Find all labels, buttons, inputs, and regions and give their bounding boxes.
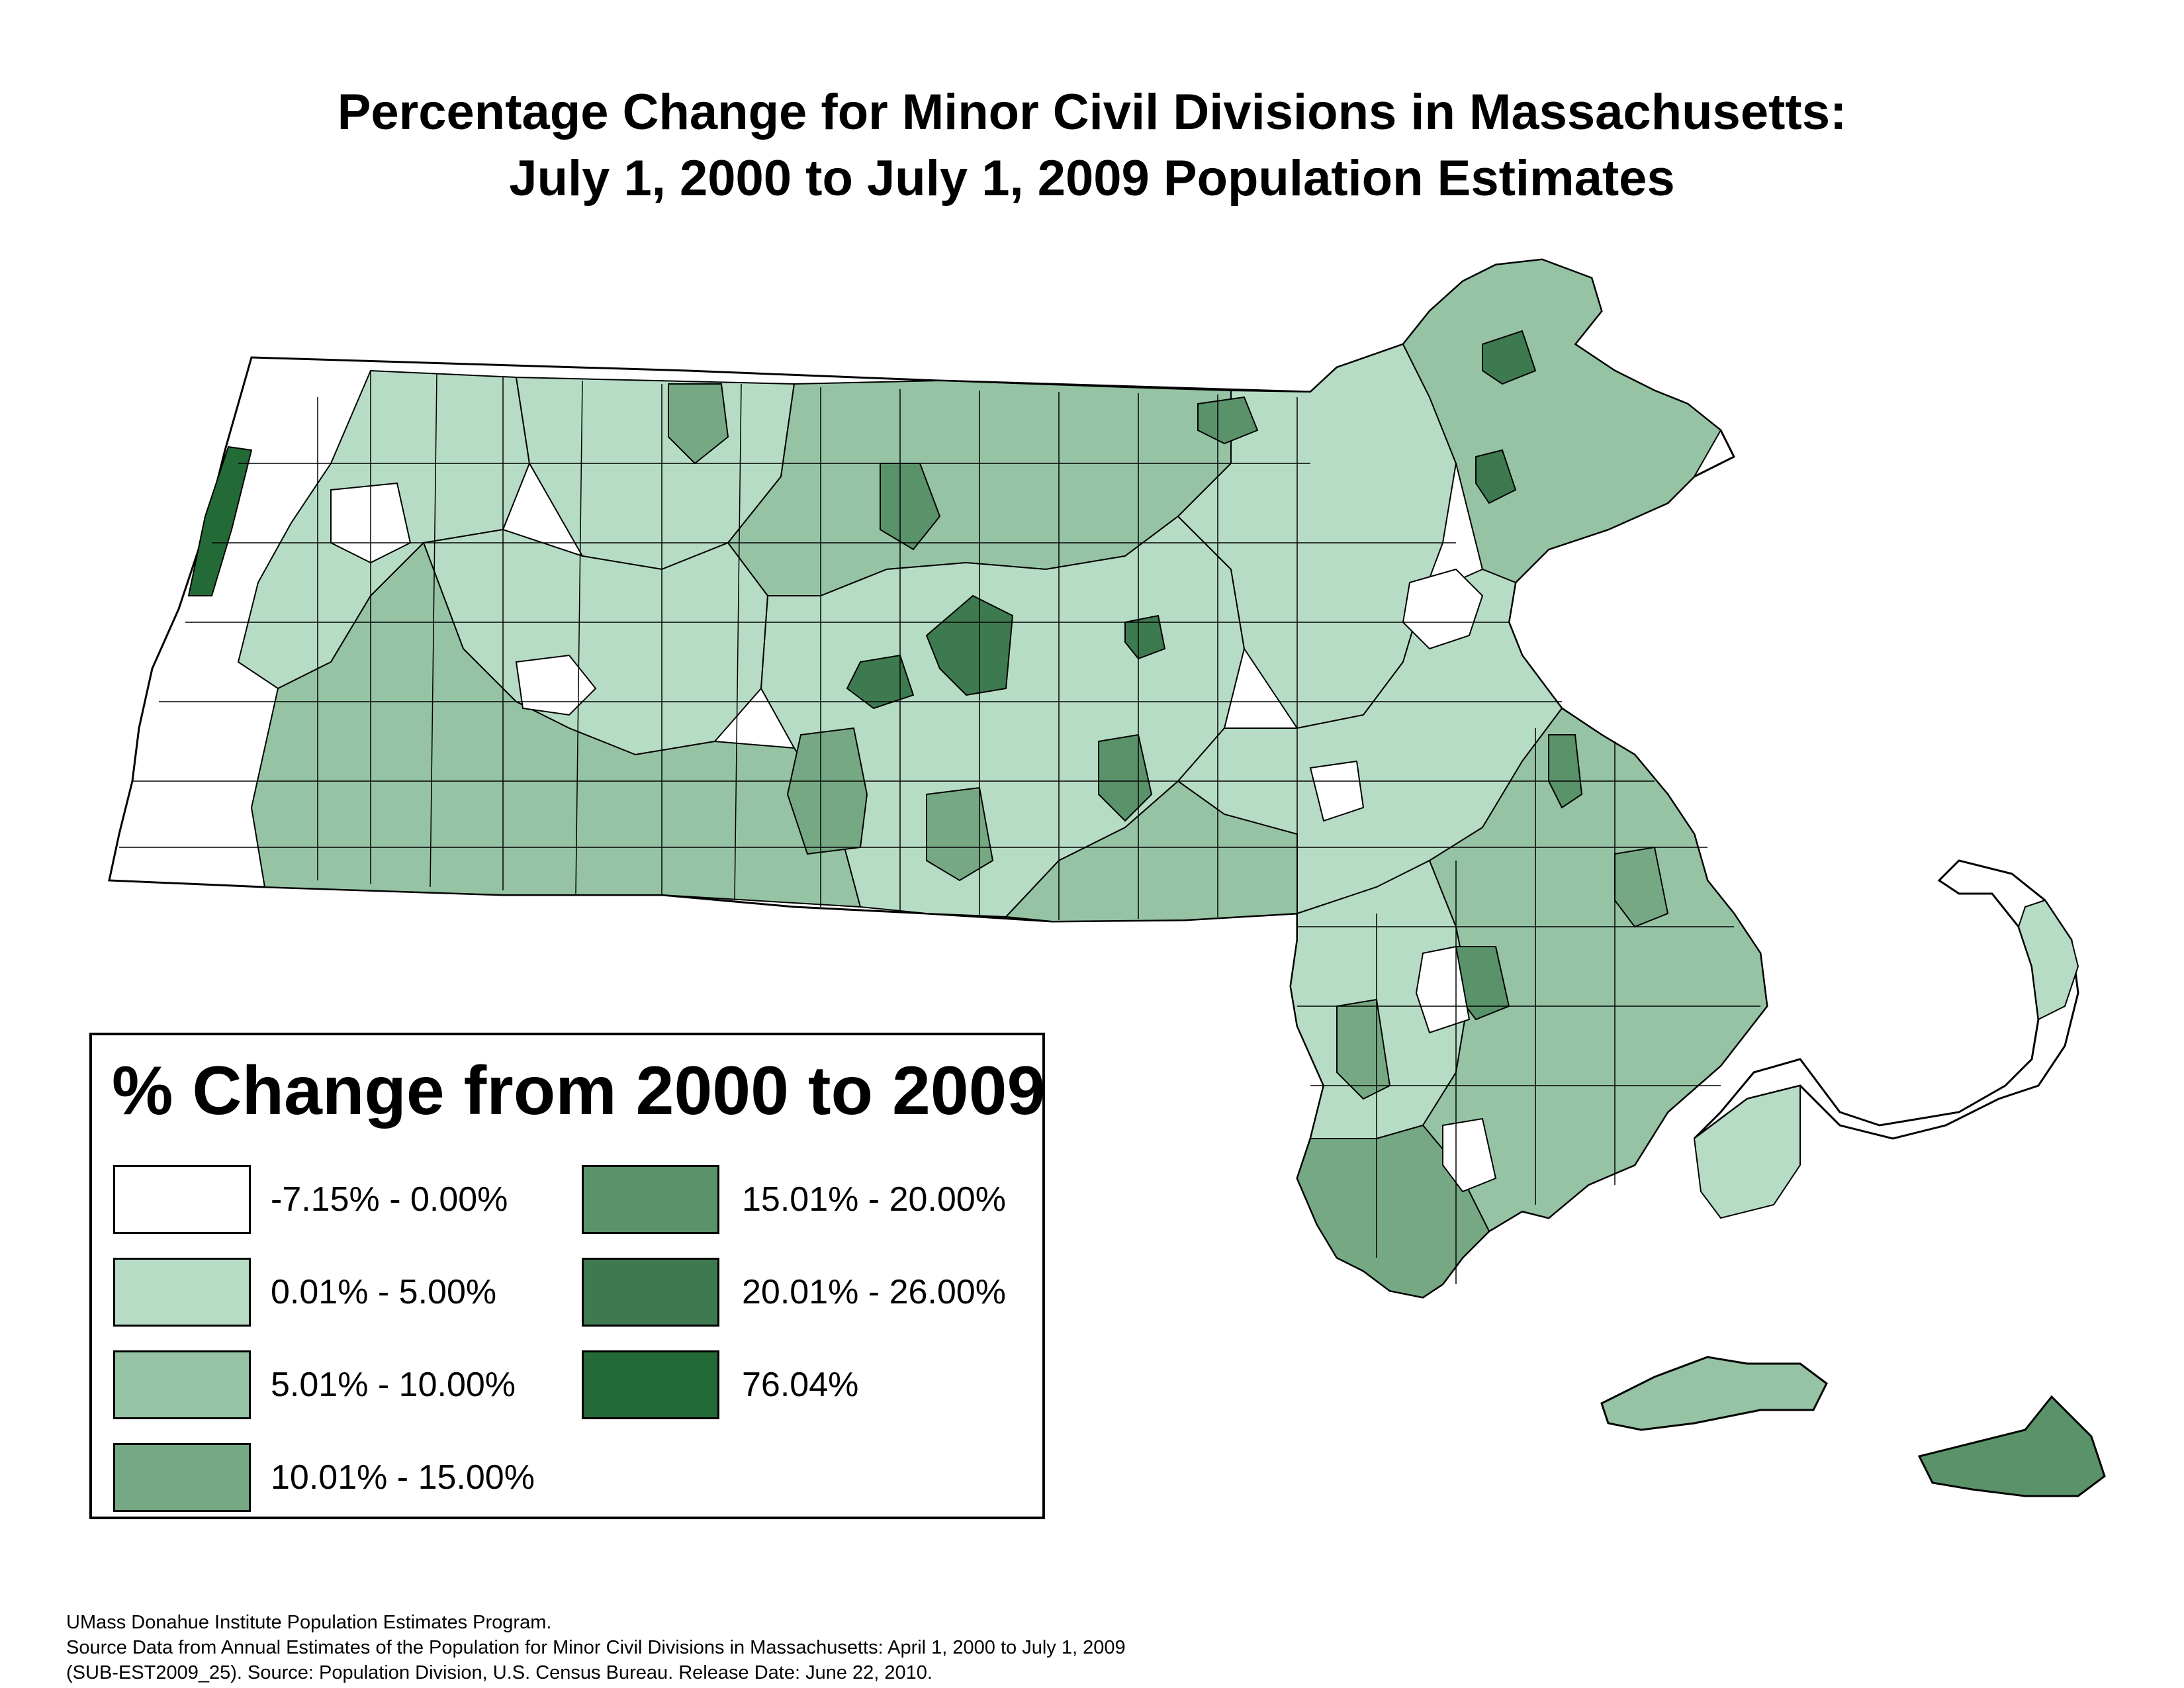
legend-label-0-5: 0.01% - 5.00% [271,1273,497,1311]
legend-swatch-5-10 [113,1350,251,1419]
worcester-dark-1 [1124,614,1166,660]
southcoast-mid-zone [1296,1124,1490,1299]
map-divisions [108,258,2106,1497]
central-dark-1 [925,594,1014,696]
legend-swatch-20-26 [582,1258,719,1327]
footer-line-3: (SUB-EST2009_25). Source: Population Div… [66,1662,933,1683]
legend-label-15-20: 15.01% - 20.00% [742,1180,1006,1219]
worcester-mid-2 [926,786,994,882]
hampden-mid-zone [250,541,862,908]
essex-dark-2 [1475,449,1517,504]
nantucket [1917,1395,2106,1497]
marthas-vineyard [1600,1356,1828,1431]
division-boundaries [119,371,1760,1284]
essex-dark-1 [1482,330,1537,385]
map-title-line-2: July 1, 2000 to July 1, 2009 Population … [509,150,1675,207]
legend-label-76: 76.04% [742,1366,859,1404]
legend-swatch-0-5 [113,1258,251,1327]
plymouth-dark-1 [1548,734,1583,809]
cape-cod-west-zone [1693,1084,1801,1219]
legend-swatch-decline [113,1165,251,1234]
legend-label-20-26: 20.01% - 26.00% [742,1273,1006,1311]
cape-cod-outer-zone [2017,899,2079,1021]
legend-swatch-15-20 [582,1165,719,1234]
map-legend: % Change from 2000 to 2009 -7.15% - 0.00… [89,1033,1045,1519]
cape-cod [1693,859,2079,1140]
legend-label-10-15: 10.01% - 15.00% [271,1458,535,1497]
franklin-mid-1 [668,383,729,465]
footer-line-1: UMass Donahue Institute Population Estim… [66,1612,552,1633]
map-title-line-1: Percentage Change for Minor Civil Divisi… [337,84,1847,140]
brockton-white [1309,760,1365,822]
legend-title: % Change from 2000 to 2009 [112,1053,1046,1129]
footer-line-2: Source Data from Annual Estimates of the… [66,1637,1126,1658]
legend-swatch-10-15 [113,1443,251,1512]
legend-swatch-76 [582,1350,719,1419]
source-footer: UMass Donahue Institute Population Estim… [66,1610,1126,1685]
legend-label-5-10: 5.01% - 10.00% [271,1366,516,1404]
legend-label-decline: -7.15% - 0.00% [271,1180,508,1219]
hancock-dark [187,445,253,596]
north-mid-1 [1197,396,1259,445]
